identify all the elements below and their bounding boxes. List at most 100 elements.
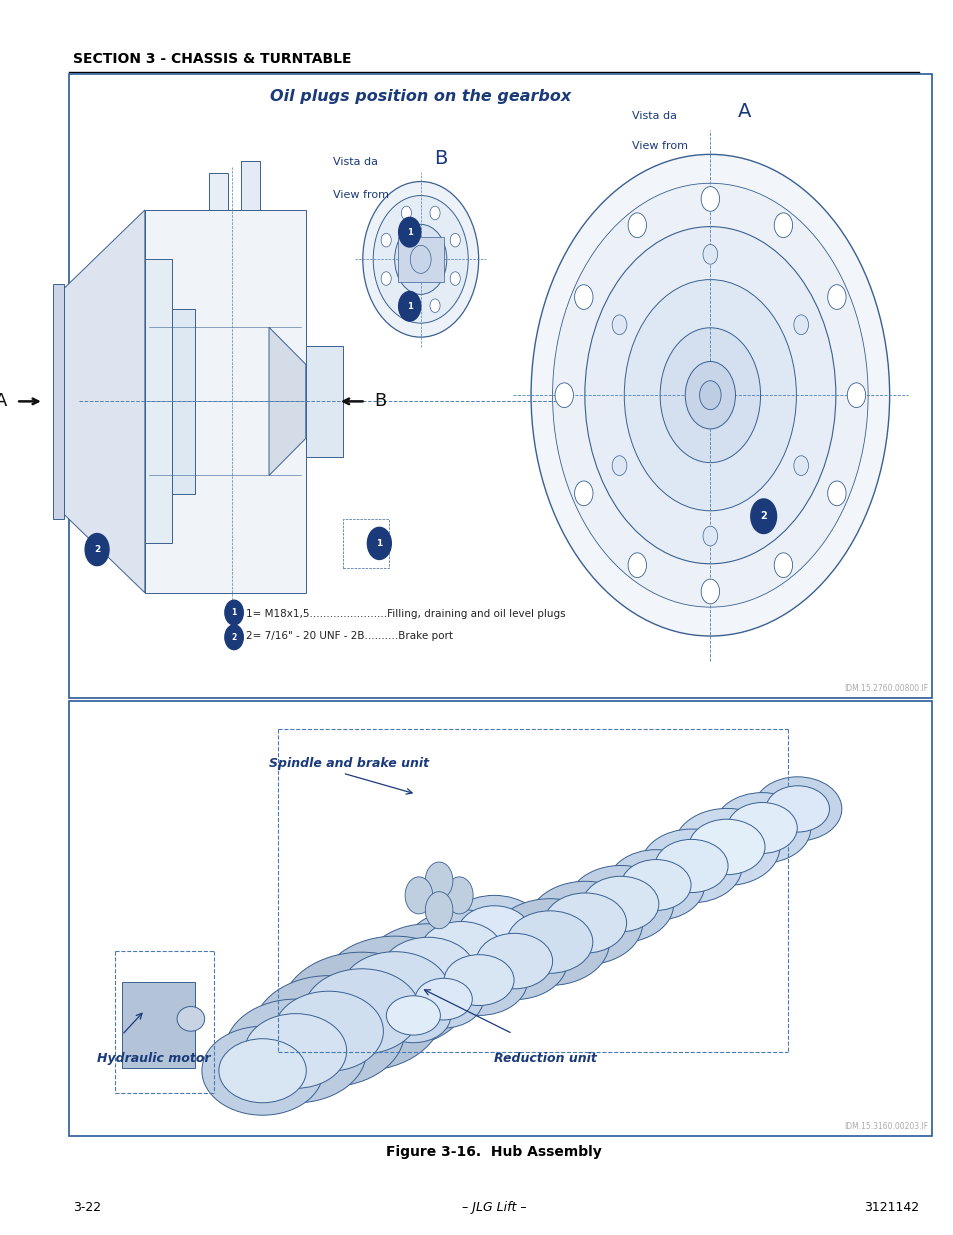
Text: 2: 2 [93, 545, 100, 555]
Circle shape [702, 526, 717, 546]
Ellipse shape [274, 992, 383, 1071]
Text: A: A [738, 101, 751, 121]
Ellipse shape [380, 937, 475, 1007]
Bar [70, 74, 931, 698]
Ellipse shape [688, 819, 764, 874]
Ellipse shape [444, 955, 514, 1005]
Circle shape [612, 456, 626, 475]
Text: 2= 7/16" - 20 UNF - 2B..........Brake port: 2= 7/16" - 20 UNF - 2B..........Brake po… [246, 631, 453, 641]
Circle shape [430, 206, 439, 220]
Text: 1= M18x1,5.......................Filling, draining and oil level plugs: 1= M18x1,5.......................Filling… [246, 609, 565, 619]
Text: 1: 1 [406, 227, 413, 237]
Text: 3121142: 3121142 [863, 1202, 918, 1214]
Ellipse shape [582, 877, 659, 931]
Circle shape [425, 862, 453, 899]
Text: View from: View from [333, 190, 389, 200]
Bar [122, 982, 195, 1068]
Text: 1: 1 [232, 608, 236, 618]
Ellipse shape [461, 923, 567, 999]
Ellipse shape [340, 952, 449, 1031]
Circle shape [425, 892, 453, 929]
Ellipse shape [415, 978, 472, 1020]
Circle shape [623, 279, 796, 511]
Text: Hydraulic motor: Hydraulic motor [97, 1052, 211, 1066]
Circle shape [827, 480, 845, 505]
Ellipse shape [386, 995, 440, 1035]
Ellipse shape [620, 860, 690, 910]
Circle shape [405, 877, 433, 914]
Circle shape [793, 456, 808, 475]
Circle shape [445, 877, 473, 914]
Ellipse shape [319, 936, 471, 1047]
Ellipse shape [673, 809, 779, 885]
Circle shape [774, 212, 792, 237]
Text: Oil plugs position on the gearbox: Oil plugs position on the gearbox [270, 89, 571, 104]
Bar [52, 284, 64, 519]
Ellipse shape [640, 829, 741, 903]
Ellipse shape [506, 911, 592, 973]
Circle shape [612, 315, 626, 335]
Text: 1: 1 [406, 301, 413, 311]
Ellipse shape [655, 840, 727, 893]
Text: Spindle and brake unit: Spindle and brake unit [269, 757, 429, 771]
Ellipse shape [457, 905, 530, 960]
Text: Reduction unit: Reduction unit [494, 1052, 597, 1066]
Ellipse shape [253, 976, 404, 1087]
Bar [145, 259, 172, 543]
Bar [342, 519, 388, 568]
Text: IDM.15.3160.00203.IF: IDM.15.3160.00203.IF [843, 1123, 927, 1131]
Text: View from: View from [632, 141, 687, 151]
Ellipse shape [177, 1007, 205, 1031]
Bar [241, 161, 259, 210]
Text: 1: 1 [375, 538, 382, 548]
Circle shape [627, 212, 646, 237]
Ellipse shape [443, 895, 544, 969]
Circle shape [362, 182, 478, 337]
Text: B: B [434, 148, 447, 168]
Text: 3-22: 3-22 [73, 1202, 101, 1214]
Circle shape [846, 383, 864, 408]
Circle shape [395, 225, 446, 294]
Ellipse shape [713, 793, 810, 863]
Circle shape [401, 206, 411, 220]
Circle shape [574, 285, 593, 310]
Circle shape [827, 285, 845, 310]
Ellipse shape [419, 921, 502, 983]
Bar [306, 346, 342, 457]
Circle shape [85, 534, 109, 566]
Circle shape [684, 362, 735, 429]
Circle shape [774, 553, 792, 578]
Circle shape [367, 527, 391, 559]
Ellipse shape [567, 866, 673, 942]
Bar [397, 237, 443, 282]
Circle shape [659, 327, 760, 463]
Circle shape [627, 553, 646, 578]
Circle shape [574, 480, 593, 505]
Circle shape [750, 499, 776, 534]
Text: B: B [375, 393, 387, 410]
Ellipse shape [607, 850, 704, 920]
Bar [172, 309, 195, 494]
Circle shape [225, 625, 243, 650]
Ellipse shape [202, 1026, 323, 1115]
Ellipse shape [543, 893, 626, 953]
Ellipse shape [403, 971, 483, 1028]
Text: Vista da: Vista da [632, 111, 677, 121]
Ellipse shape [476, 934, 552, 989]
Ellipse shape [527, 882, 642, 965]
Ellipse shape [225, 999, 366, 1103]
Circle shape [584, 227, 835, 563]
Circle shape [381, 233, 391, 247]
Bar [70, 701, 931, 1136]
Circle shape [398, 217, 420, 247]
Circle shape [225, 600, 243, 625]
Text: A: A [0, 393, 7, 410]
Circle shape [381, 272, 391, 285]
Ellipse shape [402, 909, 518, 995]
Bar [209, 173, 228, 210]
Bar [145, 210, 306, 593]
Ellipse shape [490, 899, 609, 986]
Ellipse shape [765, 785, 828, 832]
Circle shape [793, 315, 808, 335]
Ellipse shape [281, 952, 442, 1071]
